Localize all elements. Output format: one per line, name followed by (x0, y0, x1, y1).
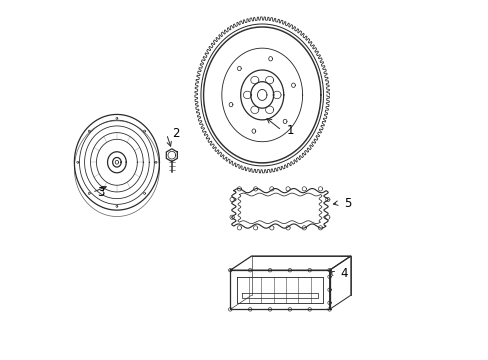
Text: 3: 3 (97, 186, 104, 199)
Text: 5: 5 (343, 197, 350, 210)
Text: 4: 4 (340, 267, 347, 280)
Text: 2: 2 (171, 127, 179, 140)
Text: 1: 1 (286, 124, 294, 137)
